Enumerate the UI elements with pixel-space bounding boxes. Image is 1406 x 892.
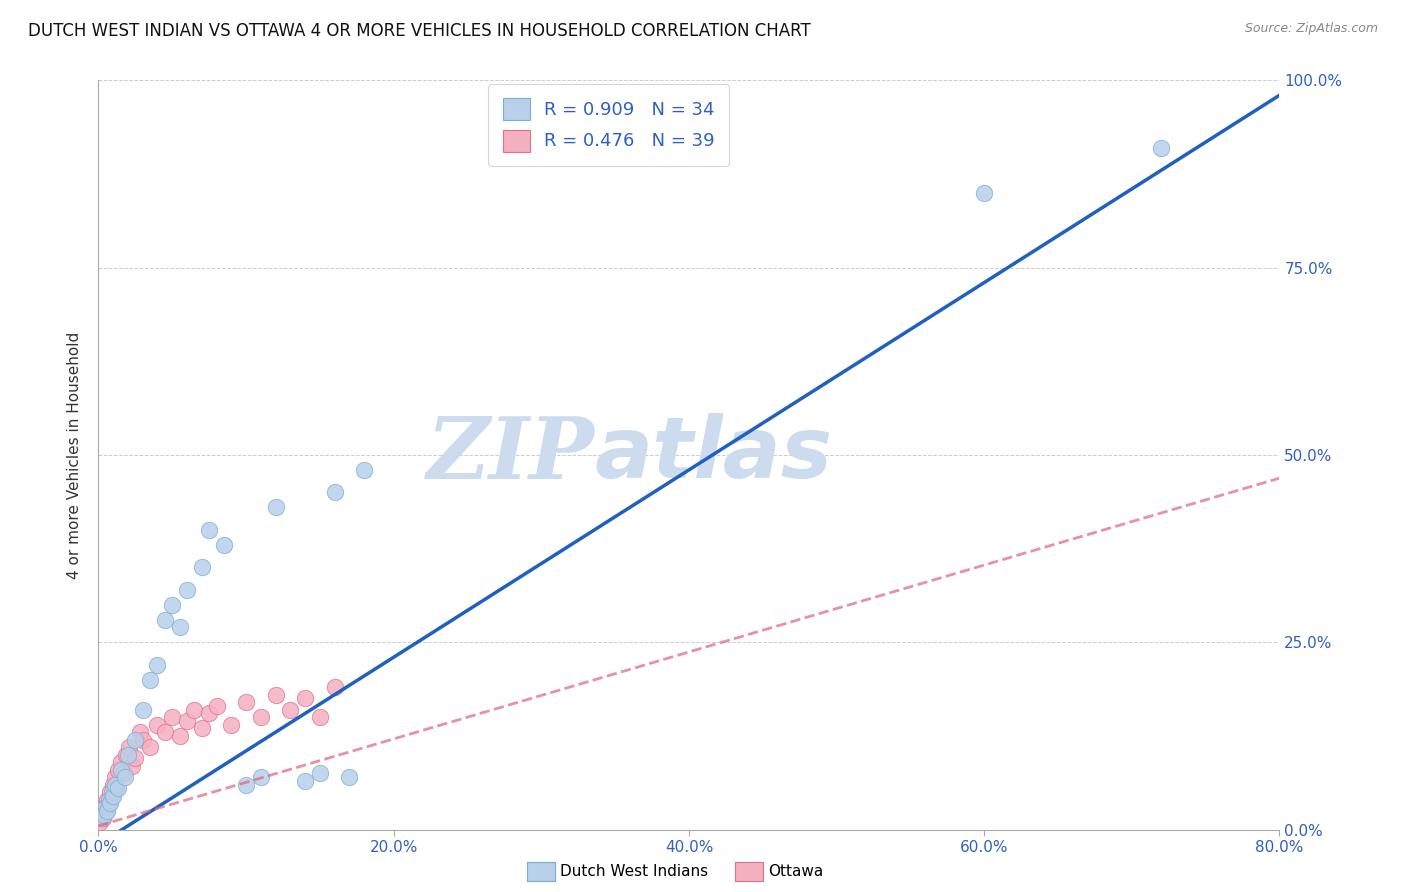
Text: atlas: atlas xyxy=(595,413,832,497)
Point xyxy=(139,673,162,687)
Point xyxy=(162,710,183,724)
Point xyxy=(114,770,136,784)
Point xyxy=(973,186,995,200)
Point xyxy=(97,792,120,806)
Point xyxy=(98,785,121,799)
Point xyxy=(107,763,129,777)
Point xyxy=(153,613,176,627)
Text: Source: ZipAtlas.com: Source: ZipAtlas.com xyxy=(1244,22,1378,36)
Point xyxy=(91,811,114,825)
Point xyxy=(124,751,146,765)
Point xyxy=(112,766,135,780)
Point xyxy=(118,740,141,755)
Point xyxy=(139,740,162,755)
Point xyxy=(183,703,205,717)
Point xyxy=(93,807,115,822)
Y-axis label: 4 or more Vehicles in Household: 4 or more Vehicles in Household xyxy=(67,331,83,579)
Point xyxy=(191,722,214,736)
Point xyxy=(132,732,155,747)
Point xyxy=(96,804,118,818)
Point xyxy=(176,582,198,597)
Point xyxy=(121,759,143,773)
Point xyxy=(176,714,198,728)
Point xyxy=(235,695,257,709)
Point xyxy=(110,763,132,777)
Point xyxy=(264,500,287,515)
Point xyxy=(198,706,221,721)
Point xyxy=(146,717,169,731)
Point xyxy=(198,523,221,537)
Point xyxy=(104,778,127,792)
Point xyxy=(104,770,127,784)
Point xyxy=(205,698,228,713)
Point xyxy=(128,725,150,739)
Text: DUTCH WEST INDIAN VS OTTAWA 4 OR MORE VEHICLES IN HOUSEHOLD CORRELATION CHART: DUTCH WEST INDIAN VS OTTAWA 4 OR MORE VE… xyxy=(28,22,811,40)
Point xyxy=(94,800,117,814)
Point xyxy=(250,710,273,724)
Point xyxy=(146,657,169,672)
Point xyxy=(235,778,257,792)
Point xyxy=(212,538,235,552)
Point xyxy=(221,717,243,731)
Point xyxy=(93,800,115,814)
Point xyxy=(169,620,191,634)
Point xyxy=(110,755,132,769)
Point xyxy=(280,703,302,717)
Text: Dutch West Indians: Dutch West Indians xyxy=(560,864,707,879)
Point xyxy=(115,747,138,762)
Point xyxy=(162,598,183,612)
Point xyxy=(309,766,332,780)
Point xyxy=(124,732,146,747)
Point xyxy=(294,691,316,706)
Point xyxy=(323,485,346,500)
Point xyxy=(309,710,332,724)
Point xyxy=(98,797,121,811)
Point xyxy=(264,688,287,702)
Point xyxy=(1150,141,1173,155)
Point xyxy=(353,463,375,477)
Point xyxy=(97,797,120,811)
Point xyxy=(90,811,112,825)
Text: ZIP: ZIP xyxy=(426,413,595,497)
Point xyxy=(294,773,316,788)
Point xyxy=(107,781,129,796)
Point xyxy=(100,789,122,803)
Point xyxy=(323,680,346,694)
Point xyxy=(103,778,125,792)
Point xyxy=(132,703,155,717)
Legend: R = 0.909   N = 34, R = 0.476   N = 39: R = 0.909 N = 34, R = 0.476 N = 39 xyxy=(488,84,730,166)
Point xyxy=(117,747,139,762)
Point xyxy=(169,729,191,743)
Point xyxy=(103,789,125,803)
Point xyxy=(100,785,122,799)
Point xyxy=(191,560,214,574)
Point xyxy=(250,770,273,784)
Point xyxy=(94,804,117,818)
Text: Ottawa: Ottawa xyxy=(768,864,823,879)
Point xyxy=(105,781,128,796)
Point xyxy=(96,792,118,806)
Point xyxy=(89,815,111,830)
Point xyxy=(153,725,176,739)
Point xyxy=(339,770,361,784)
Point xyxy=(90,807,112,822)
